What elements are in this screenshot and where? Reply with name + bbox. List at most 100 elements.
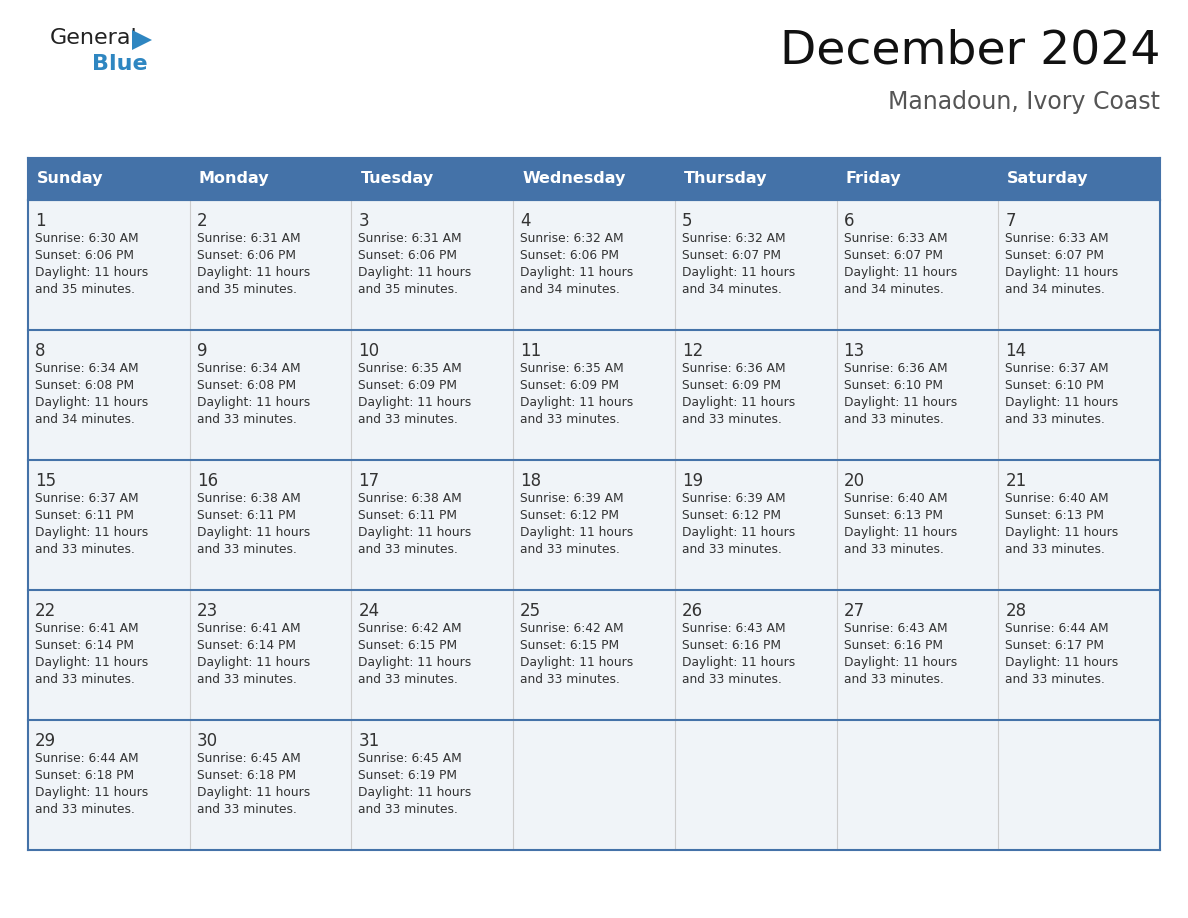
- Text: Sunset: 6:07 PM: Sunset: 6:07 PM: [1005, 249, 1105, 262]
- Bar: [29, 590, 1159, 720]
- Text: 30: 30: [197, 732, 217, 750]
- Text: Sunset: 6:08 PM: Sunset: 6:08 PM: [34, 379, 134, 392]
- Text: 11: 11: [520, 342, 542, 360]
- Text: and 34 minutes.: and 34 minutes.: [843, 283, 943, 296]
- Text: 28: 28: [1005, 602, 1026, 620]
- Text: Sunset: 6:09 PM: Sunset: 6:09 PM: [682, 379, 781, 392]
- Text: and 33 minutes.: and 33 minutes.: [682, 673, 782, 686]
- Text: Sunset: 6:08 PM: Sunset: 6:08 PM: [197, 379, 296, 392]
- Text: and 34 minutes.: and 34 minutes.: [34, 413, 135, 426]
- Text: 14: 14: [1005, 342, 1026, 360]
- Text: Daylight: 11 hours: Daylight: 11 hours: [1005, 526, 1119, 539]
- Text: Sunset: 6:09 PM: Sunset: 6:09 PM: [520, 379, 619, 392]
- Text: Sunrise: 6:31 AM: Sunrise: 6:31 AM: [359, 232, 462, 245]
- Text: Friday: Friday: [846, 172, 902, 186]
- Text: Sunrise: 6:38 AM: Sunrise: 6:38 AM: [359, 492, 462, 505]
- Text: and 33 minutes.: and 33 minutes.: [34, 543, 135, 556]
- Text: and 33 minutes.: and 33 minutes.: [197, 803, 297, 816]
- Text: Sunrise: 6:35 AM: Sunrise: 6:35 AM: [520, 362, 624, 375]
- Text: Sunrise: 6:39 AM: Sunrise: 6:39 AM: [682, 492, 785, 505]
- Text: Daylight: 11 hours: Daylight: 11 hours: [34, 526, 148, 539]
- Text: 7: 7: [1005, 212, 1016, 230]
- Bar: [29, 158, 1159, 200]
- Text: and 33 minutes.: and 33 minutes.: [520, 543, 620, 556]
- Text: Sunrise: 6:39 AM: Sunrise: 6:39 AM: [520, 492, 624, 505]
- Bar: [29, 720, 1159, 850]
- Text: Daylight: 11 hours: Daylight: 11 hours: [359, 656, 472, 669]
- Text: 3: 3: [359, 212, 369, 230]
- Text: 25: 25: [520, 602, 542, 620]
- Text: 10: 10: [359, 342, 379, 360]
- Text: Daylight: 11 hours: Daylight: 11 hours: [34, 656, 148, 669]
- Text: Sunday: Sunday: [37, 172, 103, 186]
- Text: Sunset: 6:06 PM: Sunset: 6:06 PM: [197, 249, 296, 262]
- Text: Sunrise: 6:36 AM: Sunrise: 6:36 AM: [682, 362, 785, 375]
- Text: Sunset: 6:17 PM: Sunset: 6:17 PM: [1005, 639, 1105, 652]
- Text: Sunrise: 6:36 AM: Sunrise: 6:36 AM: [843, 362, 947, 375]
- Text: Sunrise: 6:45 AM: Sunrise: 6:45 AM: [197, 752, 301, 765]
- Text: Daylight: 11 hours: Daylight: 11 hours: [197, 526, 310, 539]
- Text: Wednesday: Wednesday: [523, 172, 626, 186]
- Text: Sunset: 6:07 PM: Sunset: 6:07 PM: [843, 249, 942, 262]
- Polygon shape: [132, 30, 152, 50]
- Bar: [29, 460, 1159, 590]
- Text: Sunset: 6:09 PM: Sunset: 6:09 PM: [359, 379, 457, 392]
- Text: Sunrise: 6:32 AM: Sunrise: 6:32 AM: [682, 232, 785, 245]
- Text: Daylight: 11 hours: Daylight: 11 hours: [197, 266, 310, 279]
- Text: Manadoun, Ivory Coast: Manadoun, Ivory Coast: [887, 90, 1159, 114]
- Text: Sunrise: 6:32 AM: Sunrise: 6:32 AM: [520, 232, 624, 245]
- Text: Sunrise: 6:43 AM: Sunrise: 6:43 AM: [843, 622, 947, 635]
- Text: Sunrise: 6:34 AM: Sunrise: 6:34 AM: [197, 362, 301, 375]
- Text: Sunrise: 6:38 AM: Sunrise: 6:38 AM: [197, 492, 301, 505]
- Text: Daylight: 11 hours: Daylight: 11 hours: [34, 786, 148, 799]
- Text: Sunrise: 6:44 AM: Sunrise: 6:44 AM: [1005, 622, 1108, 635]
- Text: Sunrise: 6:37 AM: Sunrise: 6:37 AM: [34, 492, 139, 505]
- Text: Daylight: 11 hours: Daylight: 11 hours: [843, 656, 956, 669]
- Text: and 35 minutes.: and 35 minutes.: [197, 283, 297, 296]
- Text: Sunset: 6:18 PM: Sunset: 6:18 PM: [197, 769, 296, 782]
- Text: and 34 minutes.: and 34 minutes.: [1005, 283, 1105, 296]
- Text: Sunset: 6:18 PM: Sunset: 6:18 PM: [34, 769, 134, 782]
- Text: Sunrise: 6:37 AM: Sunrise: 6:37 AM: [1005, 362, 1108, 375]
- Text: Sunset: 6:16 PM: Sunset: 6:16 PM: [682, 639, 781, 652]
- Text: Sunset: 6:14 PM: Sunset: 6:14 PM: [197, 639, 296, 652]
- Text: and 33 minutes.: and 33 minutes.: [1005, 543, 1105, 556]
- Text: Sunrise: 6:40 AM: Sunrise: 6:40 AM: [1005, 492, 1108, 505]
- Text: Sunset: 6:11 PM: Sunset: 6:11 PM: [359, 509, 457, 522]
- Text: and 33 minutes.: and 33 minutes.: [682, 413, 782, 426]
- Text: and 33 minutes.: and 33 minutes.: [34, 673, 135, 686]
- Text: Sunrise: 6:42 AM: Sunrise: 6:42 AM: [359, 622, 462, 635]
- Text: Sunset: 6:16 PM: Sunset: 6:16 PM: [843, 639, 942, 652]
- Text: 23: 23: [197, 602, 217, 620]
- Text: Sunset: 6:11 PM: Sunset: 6:11 PM: [197, 509, 296, 522]
- Text: December 2024: December 2024: [779, 28, 1159, 73]
- Text: and 33 minutes.: and 33 minutes.: [359, 543, 459, 556]
- Text: and 33 minutes.: and 33 minutes.: [359, 413, 459, 426]
- Text: and 33 minutes.: and 33 minutes.: [197, 543, 297, 556]
- Text: Daylight: 11 hours: Daylight: 11 hours: [197, 786, 310, 799]
- Text: Sunset: 6:11 PM: Sunset: 6:11 PM: [34, 509, 134, 522]
- Text: Daylight: 11 hours: Daylight: 11 hours: [359, 526, 472, 539]
- Text: Sunrise: 6:41 AM: Sunrise: 6:41 AM: [34, 622, 139, 635]
- Text: Sunrise: 6:31 AM: Sunrise: 6:31 AM: [197, 232, 301, 245]
- Text: 16: 16: [197, 472, 217, 490]
- Text: and 33 minutes.: and 33 minutes.: [359, 803, 459, 816]
- Text: Sunset: 6:06 PM: Sunset: 6:06 PM: [34, 249, 134, 262]
- Text: Sunrise: 6:35 AM: Sunrise: 6:35 AM: [359, 362, 462, 375]
- Text: 26: 26: [682, 602, 703, 620]
- Text: Sunrise: 6:40 AM: Sunrise: 6:40 AM: [843, 492, 947, 505]
- Text: Daylight: 11 hours: Daylight: 11 hours: [843, 396, 956, 409]
- Text: 21: 21: [1005, 472, 1026, 490]
- Text: Sunset: 6:12 PM: Sunset: 6:12 PM: [520, 509, 619, 522]
- Text: Daylight: 11 hours: Daylight: 11 hours: [520, 266, 633, 279]
- Text: Sunset: 6:19 PM: Sunset: 6:19 PM: [359, 769, 457, 782]
- Text: and 33 minutes.: and 33 minutes.: [197, 673, 297, 686]
- Text: Thursday: Thursday: [684, 172, 767, 186]
- Text: 31: 31: [359, 732, 380, 750]
- Text: and 35 minutes.: and 35 minutes.: [34, 283, 135, 296]
- Text: Daylight: 11 hours: Daylight: 11 hours: [34, 266, 148, 279]
- Text: Daylight: 11 hours: Daylight: 11 hours: [682, 396, 795, 409]
- Text: and 33 minutes.: and 33 minutes.: [520, 673, 620, 686]
- Text: and 33 minutes.: and 33 minutes.: [843, 543, 943, 556]
- Text: Daylight: 11 hours: Daylight: 11 hours: [1005, 656, 1119, 669]
